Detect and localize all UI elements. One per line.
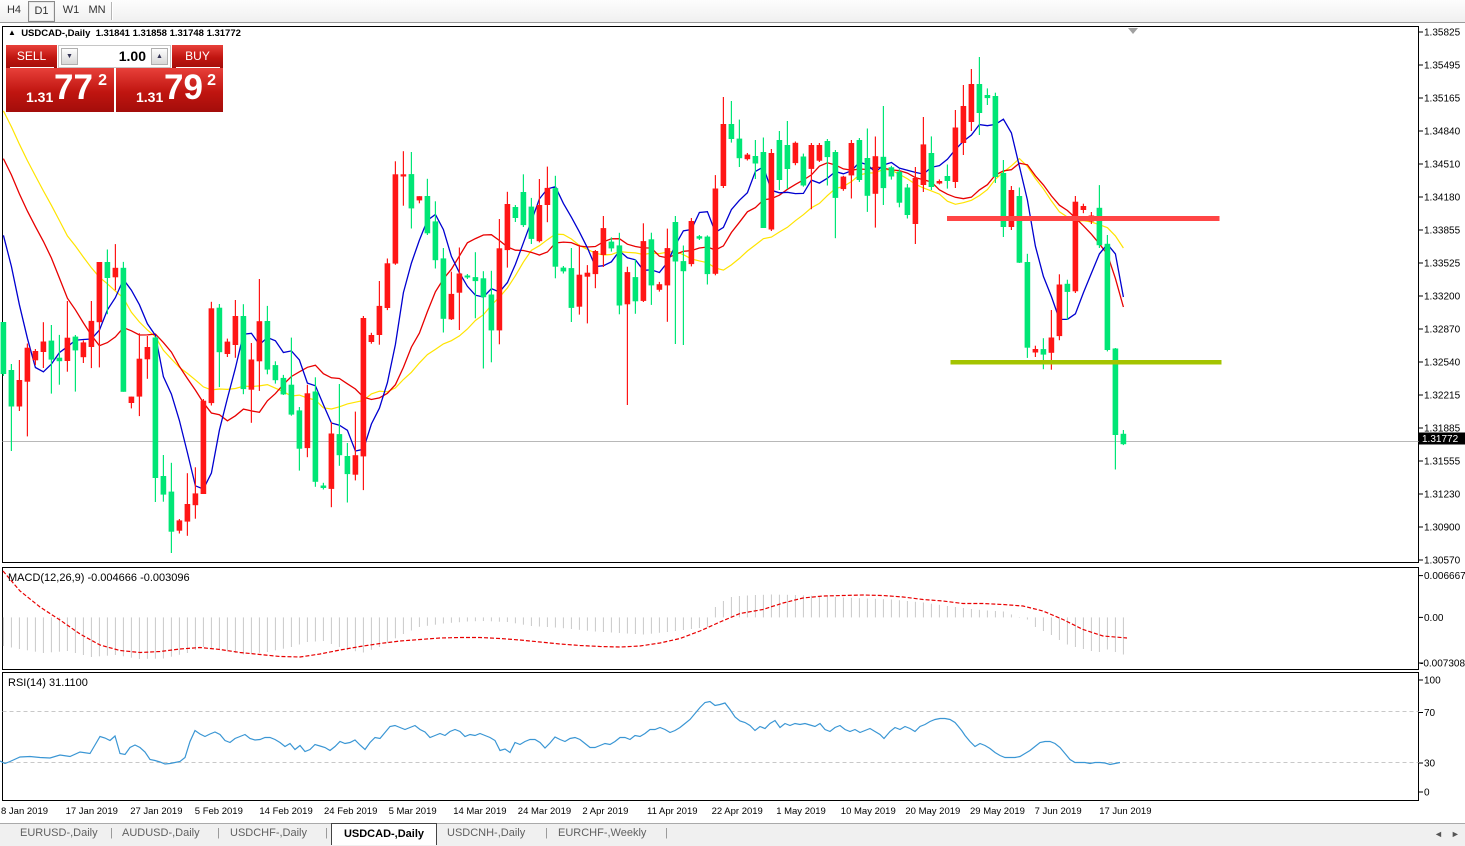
svg-text:0: 0: [1424, 788, 1430, 799]
svg-text:22 Apr 2019: 22 Apr 2019: [712, 806, 763, 817]
svg-text:20 May 2019: 20 May 2019: [905, 806, 960, 817]
svg-text:1.31772: 1.31772: [1422, 434, 1459, 445]
svg-text:1.33855: 1.33855: [1424, 226, 1461, 237]
svg-text:8 Jan 2019: 8 Jan 2019: [1, 806, 48, 817]
svg-text:1.35495: 1.35495: [1424, 61, 1461, 72]
svg-text:14 Feb 2019: 14 Feb 2019: [259, 806, 312, 817]
svg-text:0.00: 0.00: [1424, 613, 1444, 624]
svg-text:1.34840: 1.34840: [1424, 127, 1461, 138]
svg-text:10 May 2019: 10 May 2019: [841, 806, 896, 817]
svg-text:1.34510: 1.34510: [1424, 160, 1461, 171]
svg-text:1.31230: 1.31230: [1424, 490, 1461, 501]
svg-text:1.34180: 1.34180: [1424, 193, 1461, 204]
svg-text:1.31555: 1.31555: [1424, 457, 1461, 468]
svg-text:1.30900: 1.30900: [1424, 523, 1461, 534]
svg-text:1.32215: 1.32215: [1424, 391, 1461, 402]
svg-text:17 Jun 2019: 17 Jun 2019: [1099, 806, 1151, 817]
svg-text:17 Jan 2019: 17 Jan 2019: [66, 806, 118, 817]
svg-text:1.32870: 1.32870: [1424, 325, 1461, 336]
svg-text:11 Apr 2019: 11 Apr 2019: [647, 806, 698, 817]
svg-text:1.30570: 1.30570: [1424, 556, 1461, 567]
svg-text:-0.007308: -0.007308: [1420, 659, 1465, 670]
svg-text:1.32540: 1.32540: [1424, 358, 1461, 369]
svg-text:100: 100: [1424, 676, 1441, 687]
svg-text:1.33200: 1.33200: [1424, 292, 1461, 303]
svg-text:MACD(12,26,9) -0.004666 -0.003: MACD(12,26,9) -0.004666 -0.003096: [8, 572, 190, 584]
svg-text:1.35825: 1.35825: [1424, 28, 1461, 39]
svg-text:14 Mar 2019: 14 Mar 2019: [453, 806, 506, 817]
svg-text:0.006667: 0.006667: [1424, 571, 1465, 582]
svg-text:27 Jan 2019: 27 Jan 2019: [130, 806, 182, 817]
svg-text:29 May 2019: 29 May 2019: [970, 806, 1025, 817]
svg-text:24 Feb 2019: 24 Feb 2019: [324, 806, 377, 817]
svg-text:RSI(14) 31.1100: RSI(14) 31.1100: [8, 677, 88, 689]
svg-text:1.33525: 1.33525: [1424, 259, 1461, 270]
svg-text:2 Apr 2019: 2 Apr 2019: [582, 806, 628, 817]
svg-text:1.31885: 1.31885: [1424, 424, 1461, 435]
svg-text:30: 30: [1424, 759, 1436, 770]
svg-text:5 Mar 2019: 5 Mar 2019: [389, 806, 437, 817]
svg-text:1 May 2019: 1 May 2019: [776, 806, 826, 817]
svg-text:5 Feb 2019: 5 Feb 2019: [195, 806, 243, 817]
svg-text:24 Mar 2019: 24 Mar 2019: [518, 806, 571, 817]
svg-text:1.35165: 1.35165: [1424, 94, 1461, 105]
svg-text:70: 70: [1424, 708, 1436, 719]
svg-text:7 Jun 2019: 7 Jun 2019: [1035, 806, 1082, 817]
